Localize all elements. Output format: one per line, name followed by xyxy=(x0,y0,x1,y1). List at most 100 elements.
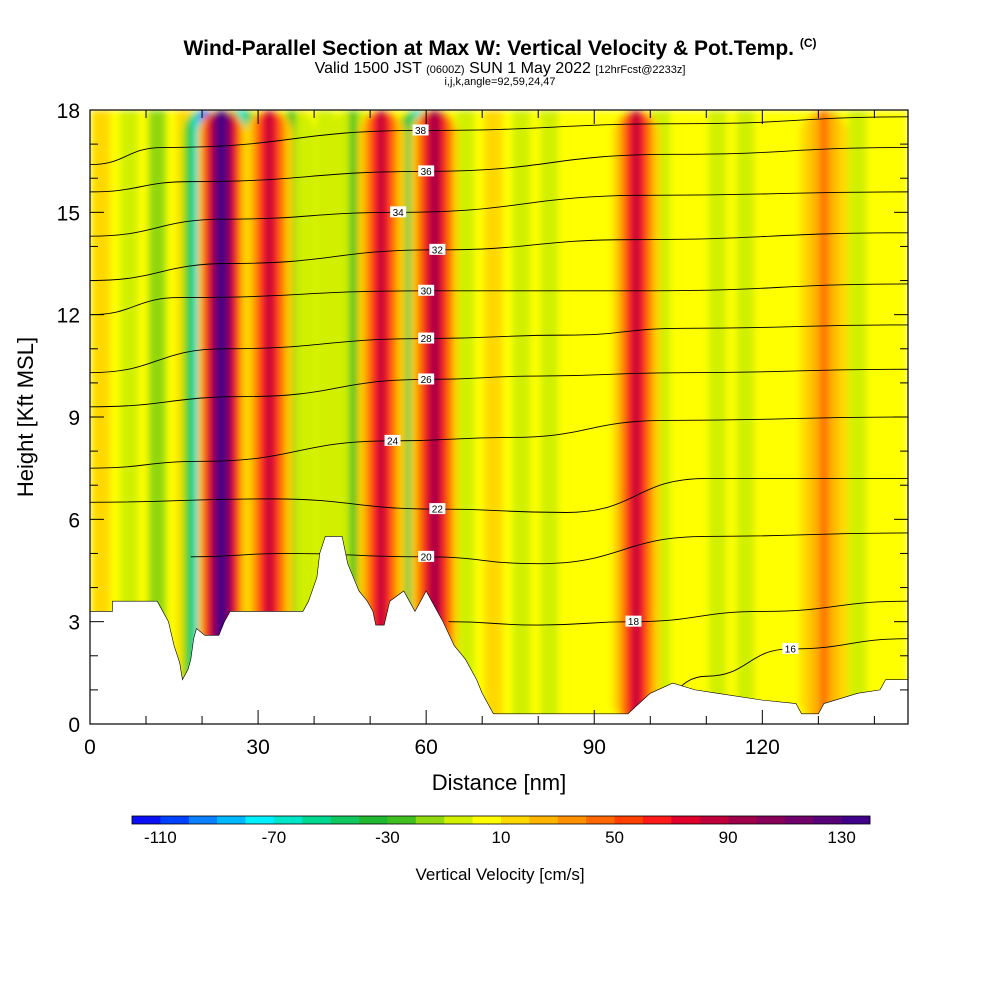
contour-label-24: 24 xyxy=(387,436,399,447)
contour-label-36: 36 xyxy=(421,167,433,178)
colorbar-swatch xyxy=(586,816,615,824)
colorbar-swatch xyxy=(529,816,559,824)
theta-contour-24 xyxy=(90,416,908,469)
contour-label-bg xyxy=(429,243,446,255)
colorbar-swatch xyxy=(642,816,672,824)
theta-contour-18 xyxy=(448,600,908,626)
updraft-core xyxy=(377,110,386,724)
colorbar-swatch xyxy=(614,816,644,824)
valid-prefix: Valid 1500 JST xyxy=(314,60,422,77)
contour-label-30: 30 xyxy=(421,286,433,297)
grid-indices: i,j,k,angle=92,59,24,47 xyxy=(444,76,556,88)
y-tick-label: 0 xyxy=(68,714,80,737)
contour-label-28: 28 xyxy=(421,334,433,345)
colorbar-swatch xyxy=(557,816,587,824)
terrain-mask xyxy=(89,536,909,725)
y-tick-label: 12 xyxy=(57,305,80,328)
contour-label-bg xyxy=(418,332,435,344)
theta-contour-34 xyxy=(90,191,908,237)
chart-title: Wind-Parallel Section at Max W: Vertical… xyxy=(0,36,1000,61)
colorbar-tick-label: -110 xyxy=(144,828,177,847)
field-band xyxy=(120,110,139,724)
theta-contour-30 xyxy=(90,283,908,316)
theta-contour-labels: 16 18 20 22 24 26 28 30 32 34 36 38 xyxy=(384,124,799,655)
colorbar-swatch xyxy=(728,816,757,824)
field-band xyxy=(456,110,475,724)
contour-label-bg xyxy=(384,434,401,446)
colorbar-swatch xyxy=(756,816,786,824)
field-band xyxy=(680,110,699,724)
field-band xyxy=(512,110,531,724)
contour-label-bg xyxy=(390,206,407,218)
theta-contour-22 xyxy=(90,477,908,513)
colorbar-swatch xyxy=(330,816,360,824)
updraft-core xyxy=(265,110,274,724)
colorbar-swatch xyxy=(245,816,275,824)
colorbar-swatch xyxy=(359,816,388,824)
contour-label-20: 20 xyxy=(421,552,433,563)
colorbar-tick-labels: -110 -70 -30 10 50 90 130 xyxy=(144,828,856,847)
colorbar-swatch xyxy=(217,816,246,824)
colorbar-tick-label: 130 xyxy=(827,828,855,847)
colorbar-swatch xyxy=(699,816,729,824)
colorbar-swatch xyxy=(444,816,473,824)
chart-subtitle: Valid 1500 JST (0600Z) SUN 1 May 2022 [1… xyxy=(0,60,1000,78)
contour-label-16: 16 xyxy=(785,644,797,655)
vertical-velocity-field xyxy=(90,110,908,724)
colorbar-swatch xyxy=(387,816,417,824)
downdraft-core xyxy=(349,110,358,724)
y-axis-label: Height [Kft MSL] xyxy=(13,337,38,497)
colorbar-tick-label: -70 xyxy=(262,828,287,847)
colorbar-swatch xyxy=(415,816,445,824)
colorbar-swatch xyxy=(188,816,218,824)
y-tick-label: 15 xyxy=(57,202,80,225)
contour-label-26: 26 xyxy=(421,375,433,386)
x-tick-label: 60 xyxy=(414,736,437,759)
colorbar-tick-label: 50 xyxy=(605,828,624,847)
contour-label-32: 32 xyxy=(432,245,444,256)
colorbar-swatch xyxy=(671,816,700,824)
x-tick-label: 30 xyxy=(246,736,269,759)
contour-label-bg xyxy=(429,503,446,515)
valid-z: (0600Z) xyxy=(426,64,465,76)
theta-contour-26 xyxy=(90,368,908,408)
colorbar-label: Vertical Velocity [cm/s] xyxy=(415,865,584,884)
x-tick-label: 90 xyxy=(583,736,606,759)
forecast-info: [12hrFcst@2233z] xyxy=(595,64,686,76)
contour-label-38: 38 xyxy=(415,126,427,137)
colorbar-swatch xyxy=(302,816,331,824)
colorbar-swatch xyxy=(472,816,502,824)
colorbar-swatch xyxy=(841,816,871,824)
axis-ticks xyxy=(89,109,908,725)
updraft-core xyxy=(632,110,641,724)
contour-label-34: 34 xyxy=(393,208,405,219)
field-band xyxy=(568,110,587,724)
valid-date: SUN 1 May 2022 xyxy=(469,60,591,77)
field-band xyxy=(708,110,727,724)
colorbar-swatch xyxy=(501,816,530,824)
colorbar-swatch xyxy=(813,816,842,824)
colorbar-swatch xyxy=(784,816,814,824)
field-band xyxy=(148,110,167,724)
contour-label-bg xyxy=(418,165,435,177)
field-band xyxy=(596,110,615,724)
contour-label-bg xyxy=(418,284,435,296)
contour-label-bg xyxy=(418,373,435,385)
colorbar-tick-label: 90 xyxy=(719,828,738,847)
theta-contour-28 xyxy=(90,324,908,374)
y-tick-label: 3 xyxy=(68,612,80,635)
updraft-core xyxy=(819,110,828,724)
updraft-core xyxy=(430,110,439,724)
chart-title-main: Wind-Parallel Section at Max W: Vertical… xyxy=(183,37,794,60)
contour-label-bg xyxy=(625,615,642,627)
chart-title-suffix: (C) xyxy=(799,36,817,50)
field-band xyxy=(540,110,559,724)
contour-label-bg xyxy=(418,550,435,562)
colorbar xyxy=(131,815,871,825)
colorbar-swatch xyxy=(273,816,303,824)
y-tick-label: 6 xyxy=(68,509,80,532)
colorbar-swatch xyxy=(132,816,161,824)
y-tick-label: 9 xyxy=(68,407,80,430)
